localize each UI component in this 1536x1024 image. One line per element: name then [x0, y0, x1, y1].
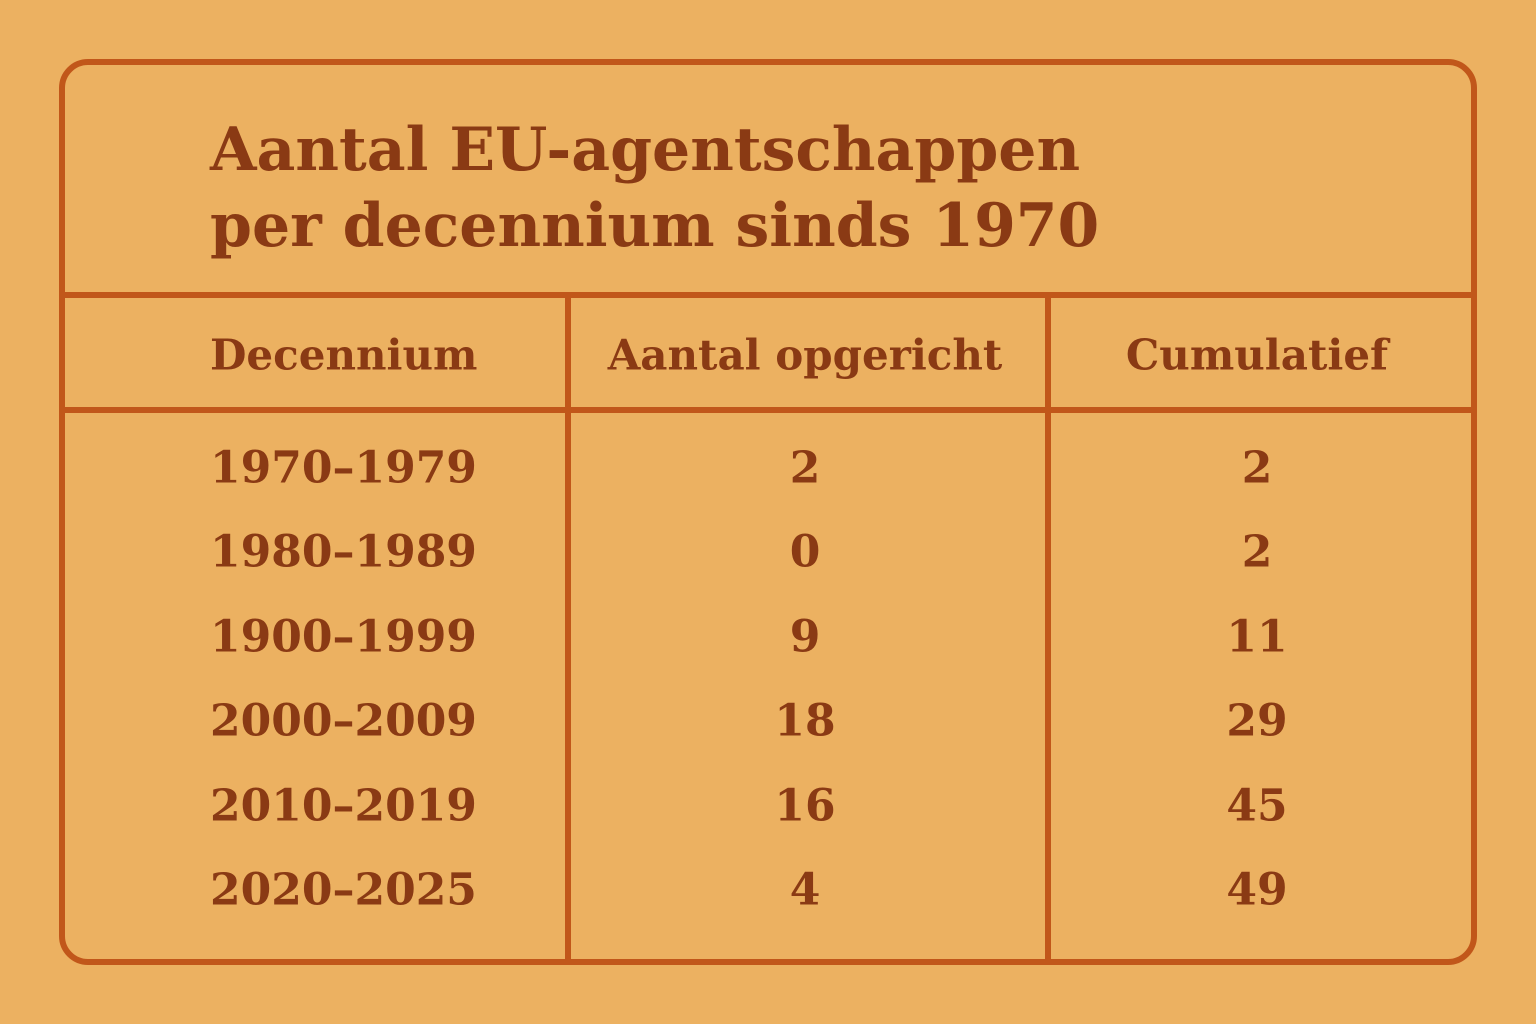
- cell-value: 2: [1241, 526, 1273, 578]
- row-label: 2010–2019: [210, 780, 477, 832]
- cell-value: 0: [789, 526, 821, 578]
- cell-value: 16: [774, 780, 836, 832]
- cell-value: 2: [789, 442, 821, 494]
- row-label: 2020–2025: [210, 864, 477, 916]
- cell-value: 11: [1226, 611, 1288, 663]
- cell-value: 29: [1226, 695, 1288, 747]
- row-label: 1980–1989: [210, 526, 477, 578]
- table-title: Aantal EU-agentschappen per decennium si…: [210, 115, 1100, 261]
- cell-value: 49: [1226, 864, 1288, 916]
- row-label: 1900–1999: [210, 611, 477, 663]
- cell-value: 18: [774, 695, 836, 747]
- column-header: Decennium: [210, 330, 478, 380]
- cell-value: 45: [1226, 780, 1288, 832]
- column-header: Aantal opgericht: [607, 330, 1003, 380]
- cell-value: 9: [789, 611, 821, 663]
- column-header: Cumulatief: [1125, 330, 1389, 380]
- row-label: 2000–2009: [210, 695, 477, 747]
- cell-value: 2: [1241, 442, 1273, 494]
- cell-value: 4: [789, 864, 821, 916]
- row-label: 1970–1979: [210, 442, 477, 494]
- outer-border: [59, 59, 1477, 965]
